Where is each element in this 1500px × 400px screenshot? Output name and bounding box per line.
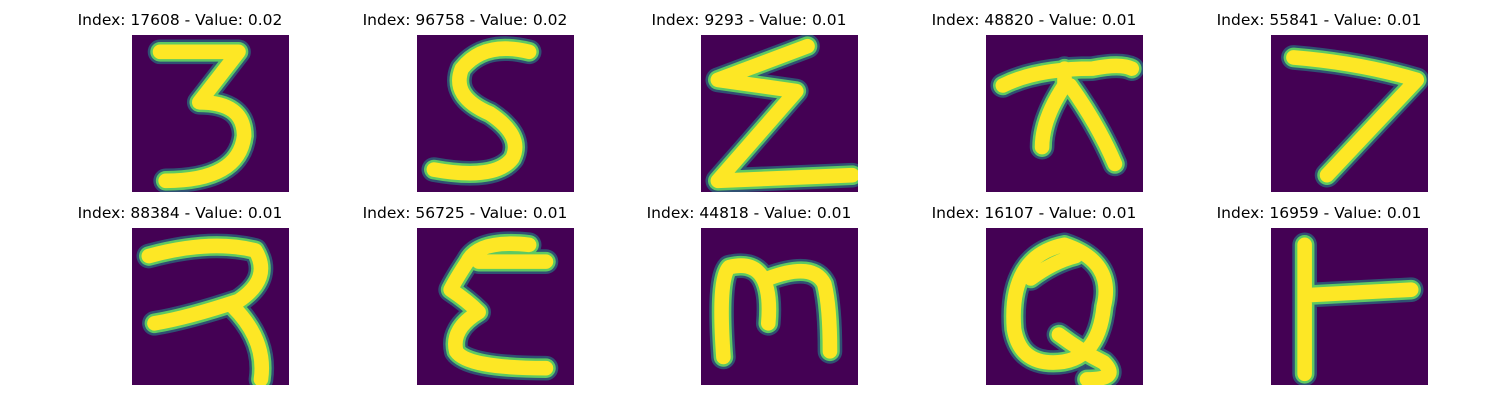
glyph-stroke-core (1297, 237, 1419, 382)
glyph-pi-image (986, 35, 1143, 192)
glyph-t-image (1271, 228, 1428, 385)
glyph-stroke-core (1286, 50, 1425, 183)
grid-cell-5: Index: 55841 - Value: 0.01 (1169, 0, 1469, 192)
glyph-q-image (986, 228, 1143, 385)
cell-title: Index: 17608 - Value: 0.02 (77, 11, 283, 29)
glyph-s-image (417, 35, 574, 192)
glyph-m-image (701, 228, 858, 385)
glyph-stroke-core (710, 38, 858, 189)
cell-title: Index: 55841 - Value: 0.01 (1216, 11, 1422, 29)
grid-cell-4: Index: 48820 - Value: 0.01 (884, 0, 1184, 192)
grid-cell-6: Index: 88384 - Value: 0.01 (30, 193, 330, 385)
glyph-stroke-core (141, 238, 269, 385)
glyph-r-image (132, 228, 289, 385)
glyph-7-image (1271, 35, 1428, 192)
grid-cell-9: Index: 16107 - Value: 0.01 (884, 193, 1184, 385)
grid-cell-10: Index: 16959 - Value: 0.01 (1169, 193, 1469, 385)
grid-cell-1: Index: 17608 - Value: 0.02 (30, 0, 330, 192)
grid-cell-7: Index: 56725 - Value: 0.01 (315, 193, 615, 385)
cell-title: Index: 16959 - Value: 0.01 (1216, 204, 1422, 222)
cell-title: Index: 56725 - Value: 0.01 (362, 204, 568, 222)
cell-title: Index: 44818 - Value: 0.01 (646, 204, 852, 222)
cell-title: Index: 16107 - Value: 0.01 (931, 204, 1137, 222)
glyph-stroke-core (995, 58, 1140, 172)
cell-title: Index: 88384 - Value: 0.01 (77, 204, 283, 222)
glyph-stroke-core (152, 44, 252, 189)
grid-cell-2: Index: 96758 - Value: 0.02 (315, 0, 615, 192)
cell-title: Index: 96758 - Value: 0.02 (362, 11, 568, 29)
cell-title: Index: 9293 - Value: 0.01 (651, 11, 847, 29)
glyph-z-image (701, 35, 858, 192)
glyph-stroke-core (714, 258, 838, 365)
glyph-3-image (132, 35, 289, 192)
cell-title: Index: 48820 - Value: 0.01 (931, 11, 1137, 29)
glyph-e-image (417, 228, 574, 385)
glyph-stroke-core (1006, 237, 1117, 385)
grid-cell-3: Index: 9293 - Value: 0.01 (599, 0, 899, 192)
glyph-stroke-core (443, 236, 554, 376)
glyph-stroke-core (426, 41, 537, 181)
grid-cell-8: Index: 44818 - Value: 0.01 (599, 193, 899, 385)
